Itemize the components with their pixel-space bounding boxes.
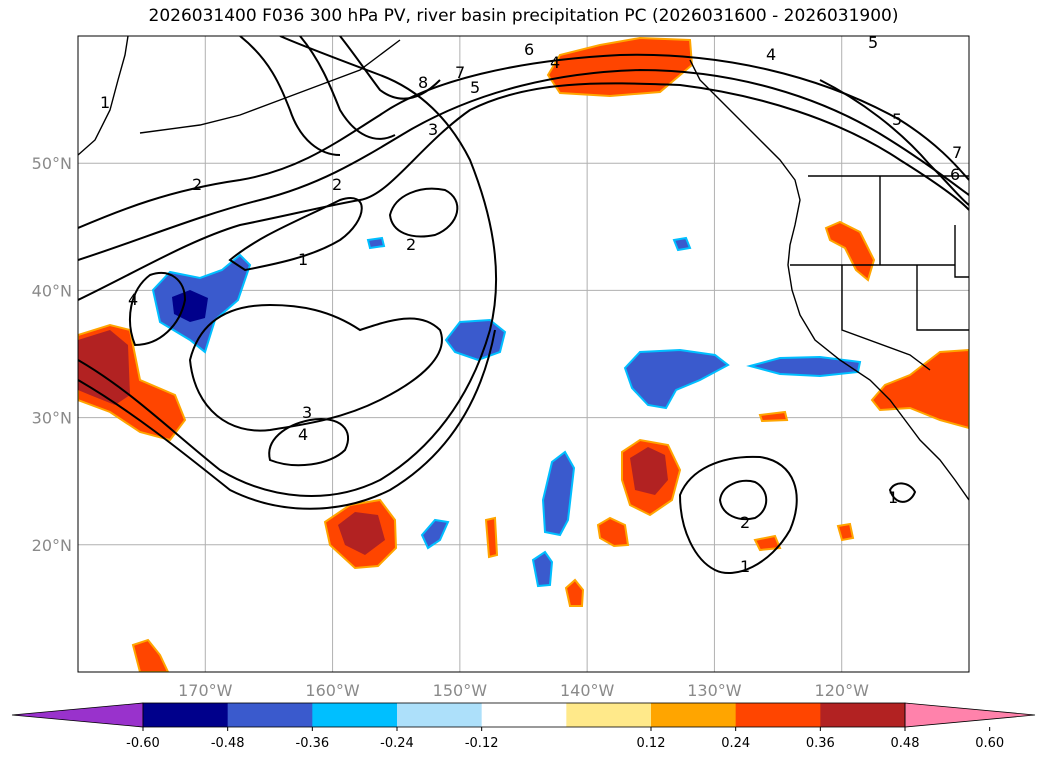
- shade-positive-small4: [836, 522, 855, 542]
- colorbar-segment: [143, 703, 229, 727]
- colorbar-tick-label: 0.24: [721, 736, 750, 751]
- colorbar-extend-high: [904, 702, 1036, 728]
- contour-label: 5: [892, 110, 902, 129]
- coastlines: [78, 36, 969, 501]
- colorbar-tick-label: 0.60: [975, 736, 1004, 751]
- colorbar-tick-label: -0.24: [380, 736, 414, 751]
- pv-contour-labels: 1 2 2 1 2 3 3 4 4 5 6 7 8 4 4 5 5 6 7 2 …: [100, 33, 962, 576]
- contour-label: 5: [868, 33, 878, 52]
- contour-label: 3: [428, 120, 438, 139]
- shade-negative-band: [746, 355, 862, 378]
- longitude-label: 130°W: [687, 681, 742, 700]
- longitude-label: 150°W: [433, 681, 488, 700]
- shade-negative-east: [623, 348, 730, 410]
- shade-positive-small5: [758, 410, 789, 423]
- colorbar-segment: [820, 703, 906, 727]
- colorbar-tick-label: -0.36: [296, 736, 330, 751]
- colorbar-extend-low: [11, 702, 144, 728]
- colorbar-segment: [481, 703, 567, 727]
- contour-label: 5: [470, 78, 480, 97]
- contour-label: 2: [740, 513, 750, 532]
- shade-positive-small3: [753, 534, 782, 552]
- contour-label: 7: [952, 143, 962, 162]
- contour-label: 3: [302, 403, 312, 422]
- colorbar-tick-label: 0.36: [806, 736, 835, 751]
- colorbar-segment: [397, 703, 483, 727]
- contour-label: 1: [298, 250, 308, 269]
- precipitation-shading: [78, 36, 969, 672]
- contour-label: 1: [100, 93, 110, 112]
- latitude-label: 20°N: [32, 536, 72, 555]
- contour-label: 2: [332, 175, 342, 194]
- shade-negative-strip: [541, 450, 576, 537]
- colorbar-frame: [142, 702, 906, 728]
- shade-positive-small6: [484, 516, 499, 559]
- contour-label: 1: [740, 557, 750, 576]
- contour-label: 4: [550, 53, 560, 72]
- contour-label: 2: [192, 175, 202, 194]
- colorbar-tick-label: 0.48: [891, 736, 920, 751]
- contour-label: 1: [888, 488, 898, 507]
- map-area: [78, 36, 969, 672]
- contour-label: 4: [766, 45, 776, 64]
- map-title: 2026031400 F036 300 hPa PV, river basin …: [148, 6, 899, 26]
- longitude-label: 170°W: [178, 681, 233, 700]
- colorbar-segment: [566, 703, 652, 727]
- contour-label: 7: [455, 63, 465, 82]
- colorbar-segment: [227, 703, 313, 727]
- longitude-label: 160°W: [305, 681, 360, 700]
- shade-strong-hawaii: [338, 512, 385, 555]
- colorbar-segment: [735, 703, 821, 727]
- colorbar-segment: [312, 703, 398, 727]
- shade-strong-central: [630, 447, 668, 495]
- colorbar-tick-label: -0.12: [465, 736, 499, 751]
- shade-positive-small2: [564, 578, 585, 607]
- latitude-label: 30°N: [32, 409, 72, 428]
- colorbar: -0.60 -0.48 -0.36 -0.24 -0.12 0.12 0.24 0.36 0.4…: [11, 702, 1036, 751]
- longitude-label: 140°W: [560, 681, 615, 700]
- latitude-label: 40°N: [32, 281, 72, 300]
- shade-positive-alaska: [546, 36, 694, 98]
- colorbar-tick-label: -0.48: [211, 736, 245, 751]
- pv-contours: [78, 36, 969, 575]
- latitude-labels: 50°N 40°N 30°N 20°N: [32, 154, 72, 555]
- longitude-label: 120°W: [815, 681, 870, 700]
- shade-negative-small1: [420, 518, 450, 550]
- colorbar-tick-label: 0.12: [637, 736, 666, 751]
- contour-label: 4: [298, 425, 308, 444]
- shade-negative-small3: [672, 236, 692, 252]
- contour-label: 4: [128, 290, 138, 309]
- contour-label: 6: [524, 40, 534, 59]
- map-border: [77, 35, 970, 673]
- shade-positive-small1: [596, 516, 630, 548]
- shade-positive-small7: [131, 638, 170, 672]
- colorbar-tick-label: -0.60: [126, 736, 160, 751]
- shade-negative-small2: [366, 236, 386, 250]
- shade-negative-strip2: [531, 550, 554, 588]
- latitude-label: 50°N: [32, 154, 72, 173]
- contour-label: 8: [418, 73, 428, 92]
- contour-label: 2: [406, 235, 416, 254]
- contour-label: 6: [950, 165, 960, 184]
- longitude-labels: 170°W 160°W 150°W 140°W 130°W 120°W: [178, 681, 869, 700]
- colorbar-segment: [651, 703, 737, 727]
